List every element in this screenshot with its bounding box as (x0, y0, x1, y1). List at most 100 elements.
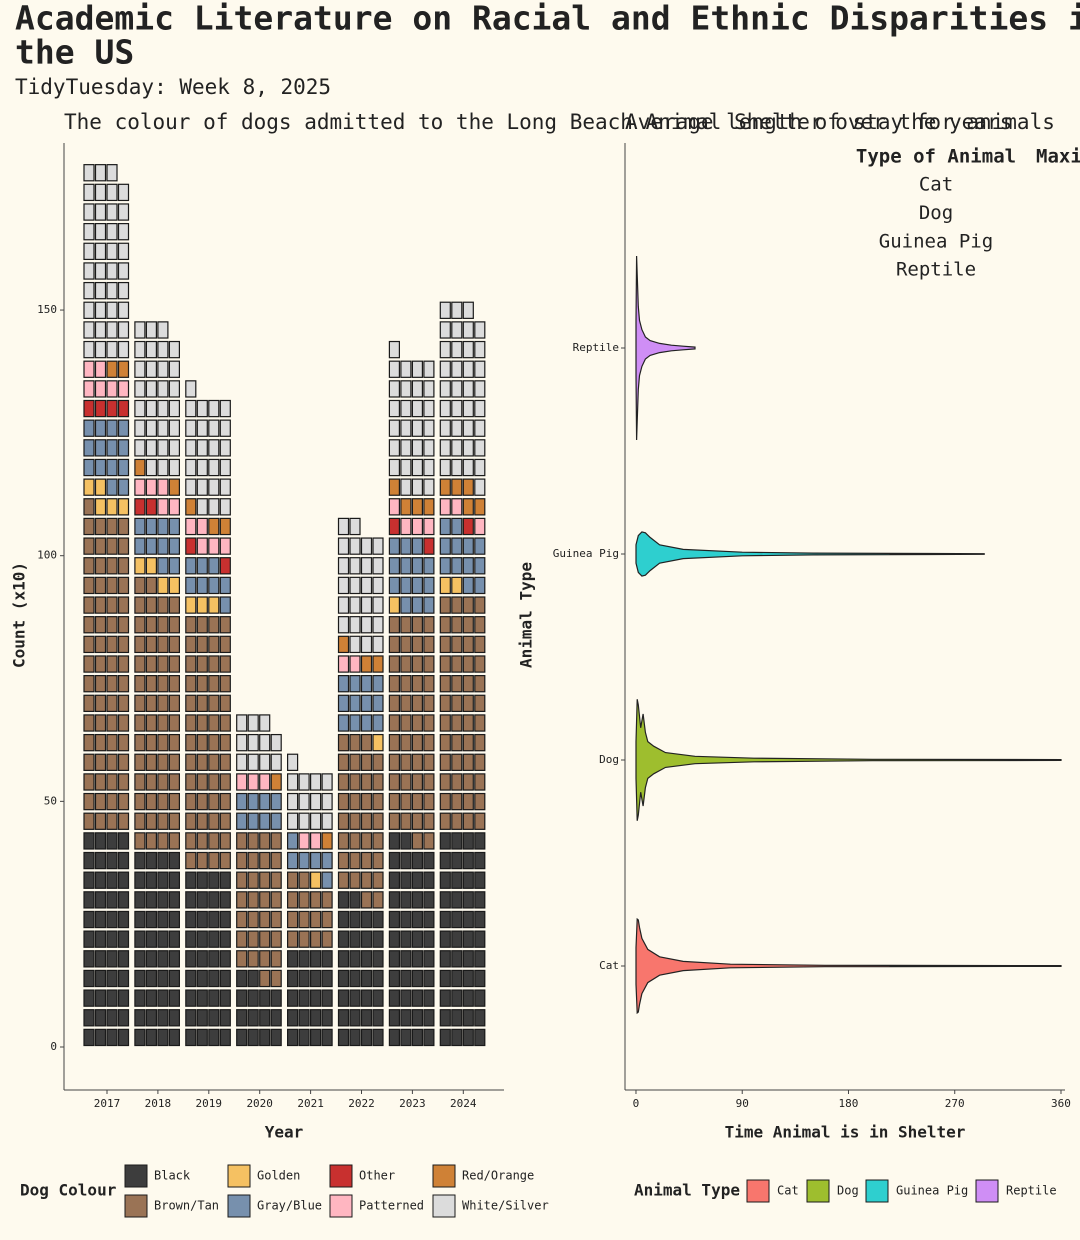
waffle-square (157, 714, 169, 732)
waffle-square (388, 950, 400, 968)
waffle-square (117, 301, 130, 319)
waffle-square (462, 596, 474, 614)
waffle-square (106, 1028, 118, 1047)
waffle-square (451, 596, 463, 614)
waffle-square (400, 694, 412, 713)
waffle-square (411, 753, 423, 771)
waffle-square (451, 989, 463, 1007)
waffle-square (196, 498, 208, 516)
waffle-square (168, 832, 180, 850)
waffle-square (423, 812, 435, 830)
legend-key (865, 1179, 889, 1203)
waffle-square (337, 714, 350, 732)
waffle-square (474, 989, 486, 1007)
waffle-square (439, 773, 451, 791)
waffle-square (208, 989, 220, 1007)
waffle-square (83, 675, 95, 693)
waffle-square (83, 871, 95, 889)
waffle-square (145, 399, 157, 418)
waffle-square (411, 969, 423, 988)
waffle-square (388, 832, 400, 850)
waffle-square (337, 576, 350, 595)
waffle-square (83, 950, 95, 968)
waffle-square (247, 714, 259, 732)
waffle-square (423, 655, 435, 673)
waffle-square (94, 596, 107, 614)
waffle-square (439, 301, 451, 319)
waffle-square (270, 733, 282, 752)
waffle-square (439, 812, 451, 830)
waffle-square (83, 419, 95, 437)
waffle-square (451, 301, 463, 319)
waffle-square (94, 910, 107, 929)
waffle-square (411, 714, 423, 732)
waffle-square (462, 675, 474, 693)
waffle-square (106, 675, 118, 693)
y-tick-label: Dog (599, 753, 619, 766)
waffle-square (372, 969, 384, 988)
waffle-square (134, 537, 146, 555)
waffle-square (321, 891, 333, 909)
legend-key (227, 1164, 251, 1188)
waffle-square (94, 557, 107, 575)
waffle-square (157, 419, 169, 437)
waffle-square (134, 871, 146, 889)
waffle-square (83, 537, 95, 555)
waffle-square (474, 498, 486, 516)
waffle-square (310, 792, 322, 811)
waffle-square (337, 616, 350, 634)
waffle-square (117, 675, 130, 693)
y-axis-title: Count (x10) (10, 562, 29, 668)
waffle-square (94, 891, 107, 909)
waffle-square (236, 1009, 248, 1027)
violin (635, 255, 696, 441)
waffle-square (400, 360, 412, 378)
waffle-square (423, 517, 435, 536)
waffle-square (196, 458, 208, 477)
waffle-square (388, 773, 400, 791)
waffle-square (157, 733, 169, 752)
x-tick-label: 2018 (145, 1097, 172, 1110)
waffle-square (270, 891, 282, 909)
waffle-square (298, 871, 310, 889)
waffle-square (208, 419, 220, 437)
waffle-square (439, 950, 451, 968)
waffle-square (157, 635, 169, 654)
x-tick-label: 2020 (246, 1097, 273, 1110)
waffle-square (219, 832, 231, 850)
waffle-square (474, 576, 486, 595)
violin (635, 531, 985, 577)
waffle-square (360, 950, 373, 968)
waffle-square (423, 969, 435, 988)
waffle-square (208, 478, 220, 496)
waffle-square (94, 576, 107, 595)
waffle-square (321, 851, 333, 870)
waffle-square (208, 753, 220, 771)
waffle-square (411, 498, 423, 516)
waffle-square (117, 557, 130, 575)
waffle-square (145, 675, 157, 693)
waffle-square (247, 792, 259, 811)
waffle-square (185, 498, 197, 516)
waffle-square (372, 733, 384, 752)
waffle-square (439, 616, 451, 634)
waffle-square (451, 753, 463, 771)
waffle-square (423, 557, 435, 575)
waffle-square (259, 733, 271, 752)
waffle-square (134, 399, 146, 418)
waffle-square (372, 753, 384, 771)
waffle-square (219, 792, 231, 811)
waffle-square (388, 635, 400, 654)
waffle-square (451, 851, 463, 870)
waffle-square (157, 557, 169, 575)
y-tick-label: 100 (37, 549, 57, 562)
waffle-square (439, 1028, 451, 1047)
waffle-square (219, 498, 231, 516)
waffle-square (83, 498, 95, 516)
waffle-square (337, 1028, 350, 1047)
waffle-square (462, 635, 474, 654)
waffle-square (94, 301, 107, 319)
waffle-square (259, 989, 271, 1007)
waffle-square (400, 557, 412, 575)
